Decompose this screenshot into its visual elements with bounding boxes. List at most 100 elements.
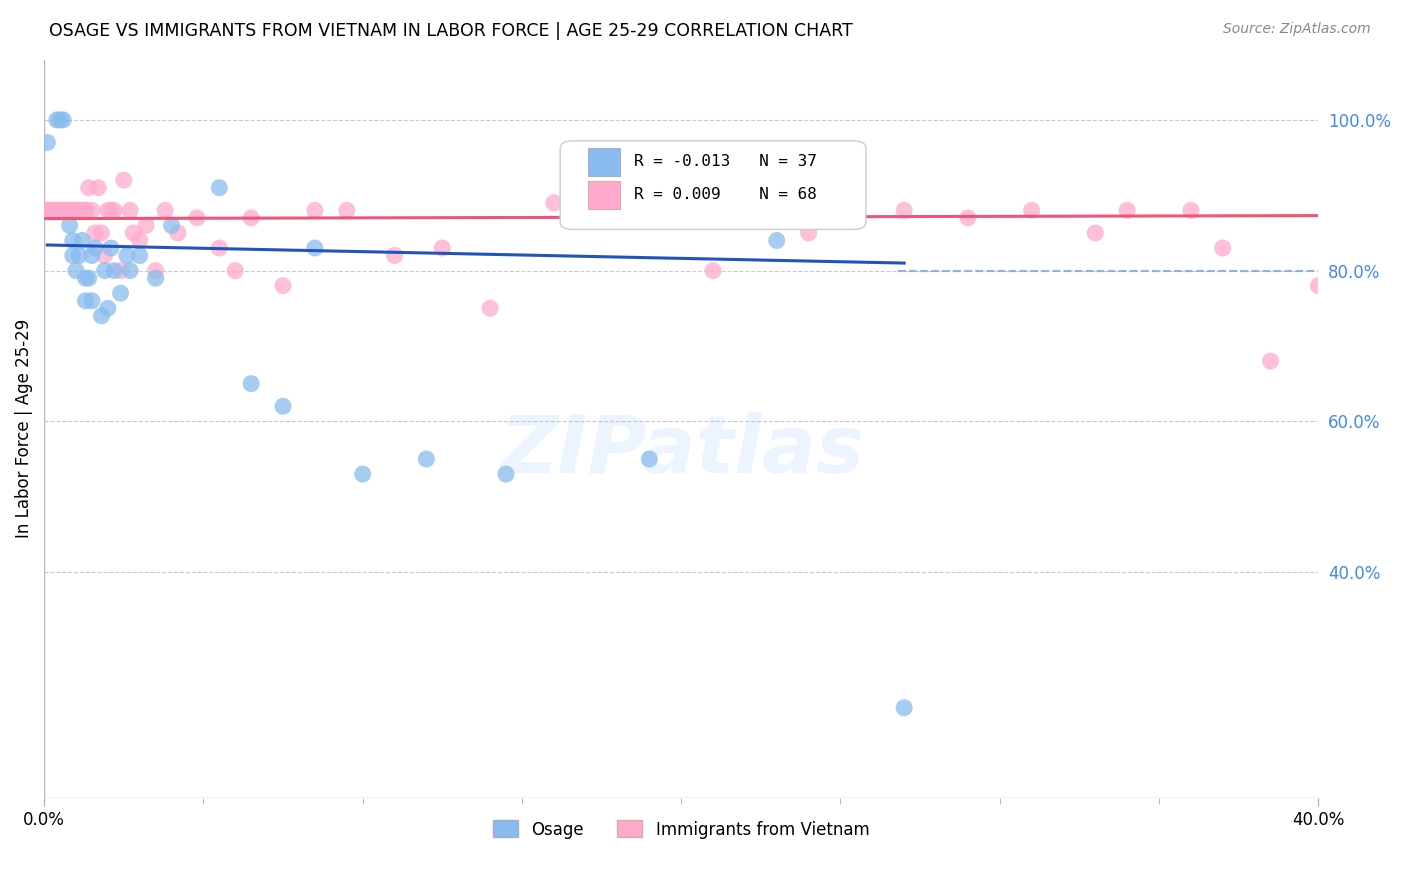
Point — [160, 219, 183, 233]
Point — [65, 263, 87, 277]
Point — [52, 203, 75, 218]
Point — [65, 203, 87, 218]
Point — [240, 211, 263, 225]
Point — [72, 203, 94, 218]
Point — [80, 203, 103, 218]
Point — [72, 203, 94, 218]
Point — [956, 211, 979, 225]
Point — [797, 226, 820, 240]
Point — [97, 203, 120, 218]
Point — [84, 241, 107, 255]
Point — [97, 301, 120, 316]
FancyBboxPatch shape — [588, 181, 620, 209]
Point — [87, 180, 110, 194]
Point — [55, 203, 77, 218]
Point — [100, 241, 122, 255]
Point — [93, 248, 115, 262]
Point — [93, 263, 115, 277]
Point — [1084, 226, 1107, 240]
Point — [638, 452, 661, 467]
Point — [893, 203, 915, 218]
Point — [49, 203, 72, 218]
Point — [75, 203, 97, 218]
Point — [167, 226, 190, 240]
Point — [58, 219, 80, 233]
Point — [115, 248, 138, 262]
Point — [52, 203, 75, 218]
Text: Source: ZipAtlas.com: Source: ZipAtlas.com — [1223, 22, 1371, 37]
Point — [186, 211, 208, 225]
Point — [543, 195, 565, 210]
Point — [271, 399, 294, 413]
Y-axis label: In Labor Force | Age 25-29: In Labor Force | Age 25-29 — [15, 319, 32, 539]
Point — [103, 263, 125, 277]
Point — [415, 452, 437, 467]
Point — [336, 203, 359, 218]
Point — [103, 203, 125, 218]
Text: R = -0.013   N = 37: R = -0.013 N = 37 — [634, 154, 817, 169]
Legend: Osage, Immigrants from Vietnam: Osage, Immigrants from Vietnam — [486, 814, 876, 846]
FancyBboxPatch shape — [560, 141, 866, 229]
Point — [45, 203, 67, 218]
Point — [128, 248, 150, 262]
Point — [1260, 354, 1282, 368]
FancyBboxPatch shape — [588, 148, 620, 177]
Point — [100, 203, 122, 218]
Point — [65, 203, 87, 218]
Point — [37, 136, 59, 150]
Point — [240, 376, 263, 391]
Point — [90, 226, 112, 240]
Point — [153, 203, 176, 218]
Point — [145, 263, 167, 277]
Point — [110, 286, 132, 301]
Point — [765, 234, 787, 248]
Point — [75, 271, 97, 285]
Point — [112, 173, 135, 187]
Point — [1308, 278, 1330, 293]
Point — [42, 203, 65, 218]
Point — [1021, 203, 1043, 218]
Point — [67, 203, 90, 218]
Point — [52, 112, 75, 127]
Point — [110, 263, 132, 277]
Point — [208, 241, 231, 255]
Point — [606, 203, 628, 218]
Point — [304, 203, 326, 218]
Point — [271, 278, 294, 293]
Point — [49, 203, 72, 218]
Point — [1116, 203, 1139, 218]
Point — [893, 700, 915, 714]
Point — [75, 203, 97, 218]
Point — [384, 248, 406, 262]
Point — [135, 219, 157, 233]
Point — [145, 271, 167, 285]
Point — [352, 467, 374, 481]
Point — [80, 248, 103, 262]
Point — [62, 203, 84, 218]
Point — [58, 203, 80, 218]
Point — [122, 226, 145, 240]
Point — [224, 263, 246, 277]
Point — [120, 203, 142, 218]
Point — [479, 301, 502, 316]
Point — [208, 180, 231, 194]
Point — [39, 203, 62, 218]
Point — [55, 203, 77, 218]
Point — [32, 203, 55, 218]
Point — [77, 271, 100, 285]
Text: R = 0.009    N = 68: R = 0.009 N = 68 — [634, 186, 817, 202]
Point — [1180, 203, 1202, 218]
Point — [702, 263, 724, 277]
Point — [62, 248, 84, 262]
Point — [80, 293, 103, 308]
Point — [42, 203, 65, 218]
Point — [77, 180, 100, 194]
Point — [128, 234, 150, 248]
Point — [432, 241, 454, 255]
Point — [72, 234, 94, 248]
Point — [39, 203, 62, 218]
Point — [120, 263, 142, 277]
Point — [45, 112, 67, 127]
Text: OSAGE VS IMMIGRANTS FROM VIETNAM IN LABOR FORCE | AGE 25-29 CORRELATION CHART: OSAGE VS IMMIGRANTS FROM VIETNAM IN LABO… — [49, 22, 853, 40]
Point — [75, 293, 97, 308]
